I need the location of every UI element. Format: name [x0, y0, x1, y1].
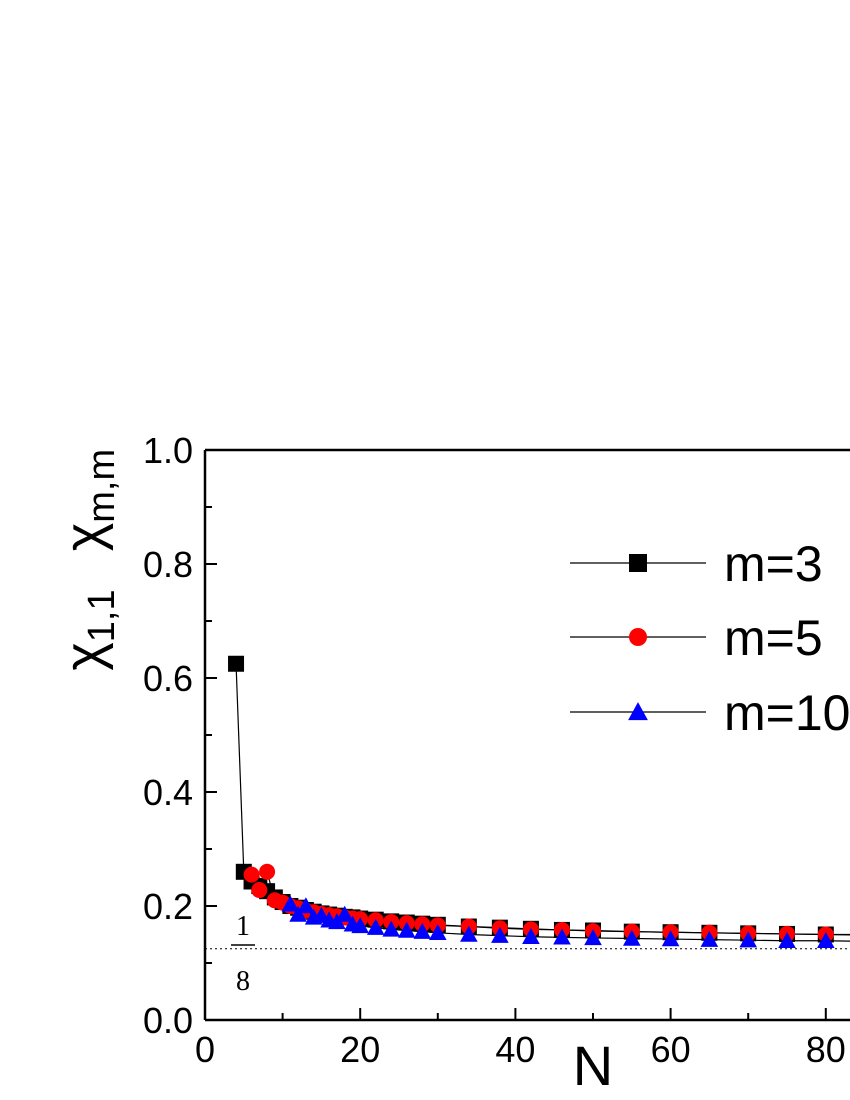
data-point — [700, 930, 719, 947]
y-axis-title-upper-sub: m,m — [81, 449, 123, 523]
y-axis-title-lower: χ1,1 — [54, 589, 123, 670]
y-axis-title-upper-base: χ — [54, 523, 114, 551]
x-tick-label: 60 — [651, 1029, 691, 1070]
x-axis-title: N — [573, 1034, 613, 1097]
data-point — [817, 931, 835, 948]
data-point — [259, 863, 276, 880]
legend: m=3 m=5 m=10 — [570, 536, 850, 741]
svg-text:χ1,1: χ1,1 — [54, 589, 123, 670]
data-point — [297, 897, 315, 914]
data-point — [584, 929, 602, 946]
data-point — [661, 930, 680, 947]
data-point — [335, 905, 354, 922]
reference-fraction-label: 1 8 — [231, 911, 255, 997]
x-tick-label: 40 — [495, 1029, 535, 1070]
data-point — [351, 917, 369, 934]
y-axis-title-lower-base: χ — [54, 642, 114, 670]
x-tick-label: 0 — [195, 1029, 215, 1070]
axes: 0 20 40 60 80 0.0 0.2 0.4 0.6 0.8 1.0 — [143, 430, 850, 1070]
data-point — [366, 918, 385, 935]
data-point — [553, 928, 571, 945]
legend-marker — [629, 554, 647, 572]
y-tick-label: 0.0 — [143, 1000, 193, 1041]
data-point — [491, 926, 509, 943]
x-tick-label: 80 — [806, 1029, 846, 1070]
series-m=10 — [281, 895, 850, 948]
data-point — [623, 929, 641, 946]
y-tick-label: 0.4 — [143, 772, 193, 813]
data-point — [429, 923, 447, 940]
data-point — [251, 882, 268, 899]
series-layer — [228, 655, 850, 948]
data-point — [413, 922, 432, 939]
y-tick-label: 0.2 — [143, 886, 193, 927]
legend-marker — [629, 628, 647, 646]
data-point — [397, 921, 416, 938]
legend-entry-m=5: m=5 — [570, 610, 823, 666]
y-tick-label: 1.0 — [143, 430, 193, 471]
data-point — [281, 895, 300, 912]
data-point — [739, 931, 757, 948]
x-tick-label: 20 — [340, 1029, 380, 1070]
legend-label: m=3 — [724, 536, 823, 592]
fraction-denominator: 8 — [236, 966, 250, 997]
legend-marker — [628, 702, 648, 721]
svg-text:χm,m: χm,m — [54, 449, 123, 551]
data-point — [778, 931, 796, 948]
data-point — [228, 655, 245, 672]
plot-area — [205, 655, 850, 950]
y-tick-label: 0.8 — [143, 544, 193, 585]
legend-label: m=5 — [724, 610, 823, 666]
series-m=5 — [243, 863, 850, 943]
data-point — [522, 927, 540, 944]
legend-entry-m=3: m=3 — [570, 536, 823, 592]
data-point — [382, 920, 401, 937]
legend-label: m=10 — [724, 685, 850, 741]
fraction-numerator: 1 — [236, 911, 250, 942]
y-axis-title-upper: χm,m — [54, 449, 123, 551]
data-point — [243, 866, 260, 883]
data-point — [289, 905, 307, 922]
legend-entry-m=10: m=10 — [570, 685, 850, 741]
data-point — [460, 925, 478, 942]
y-tick-label: 0.6 — [143, 658, 193, 699]
y-axis-title-lower-sub: 1,1 — [81, 589, 123, 642]
